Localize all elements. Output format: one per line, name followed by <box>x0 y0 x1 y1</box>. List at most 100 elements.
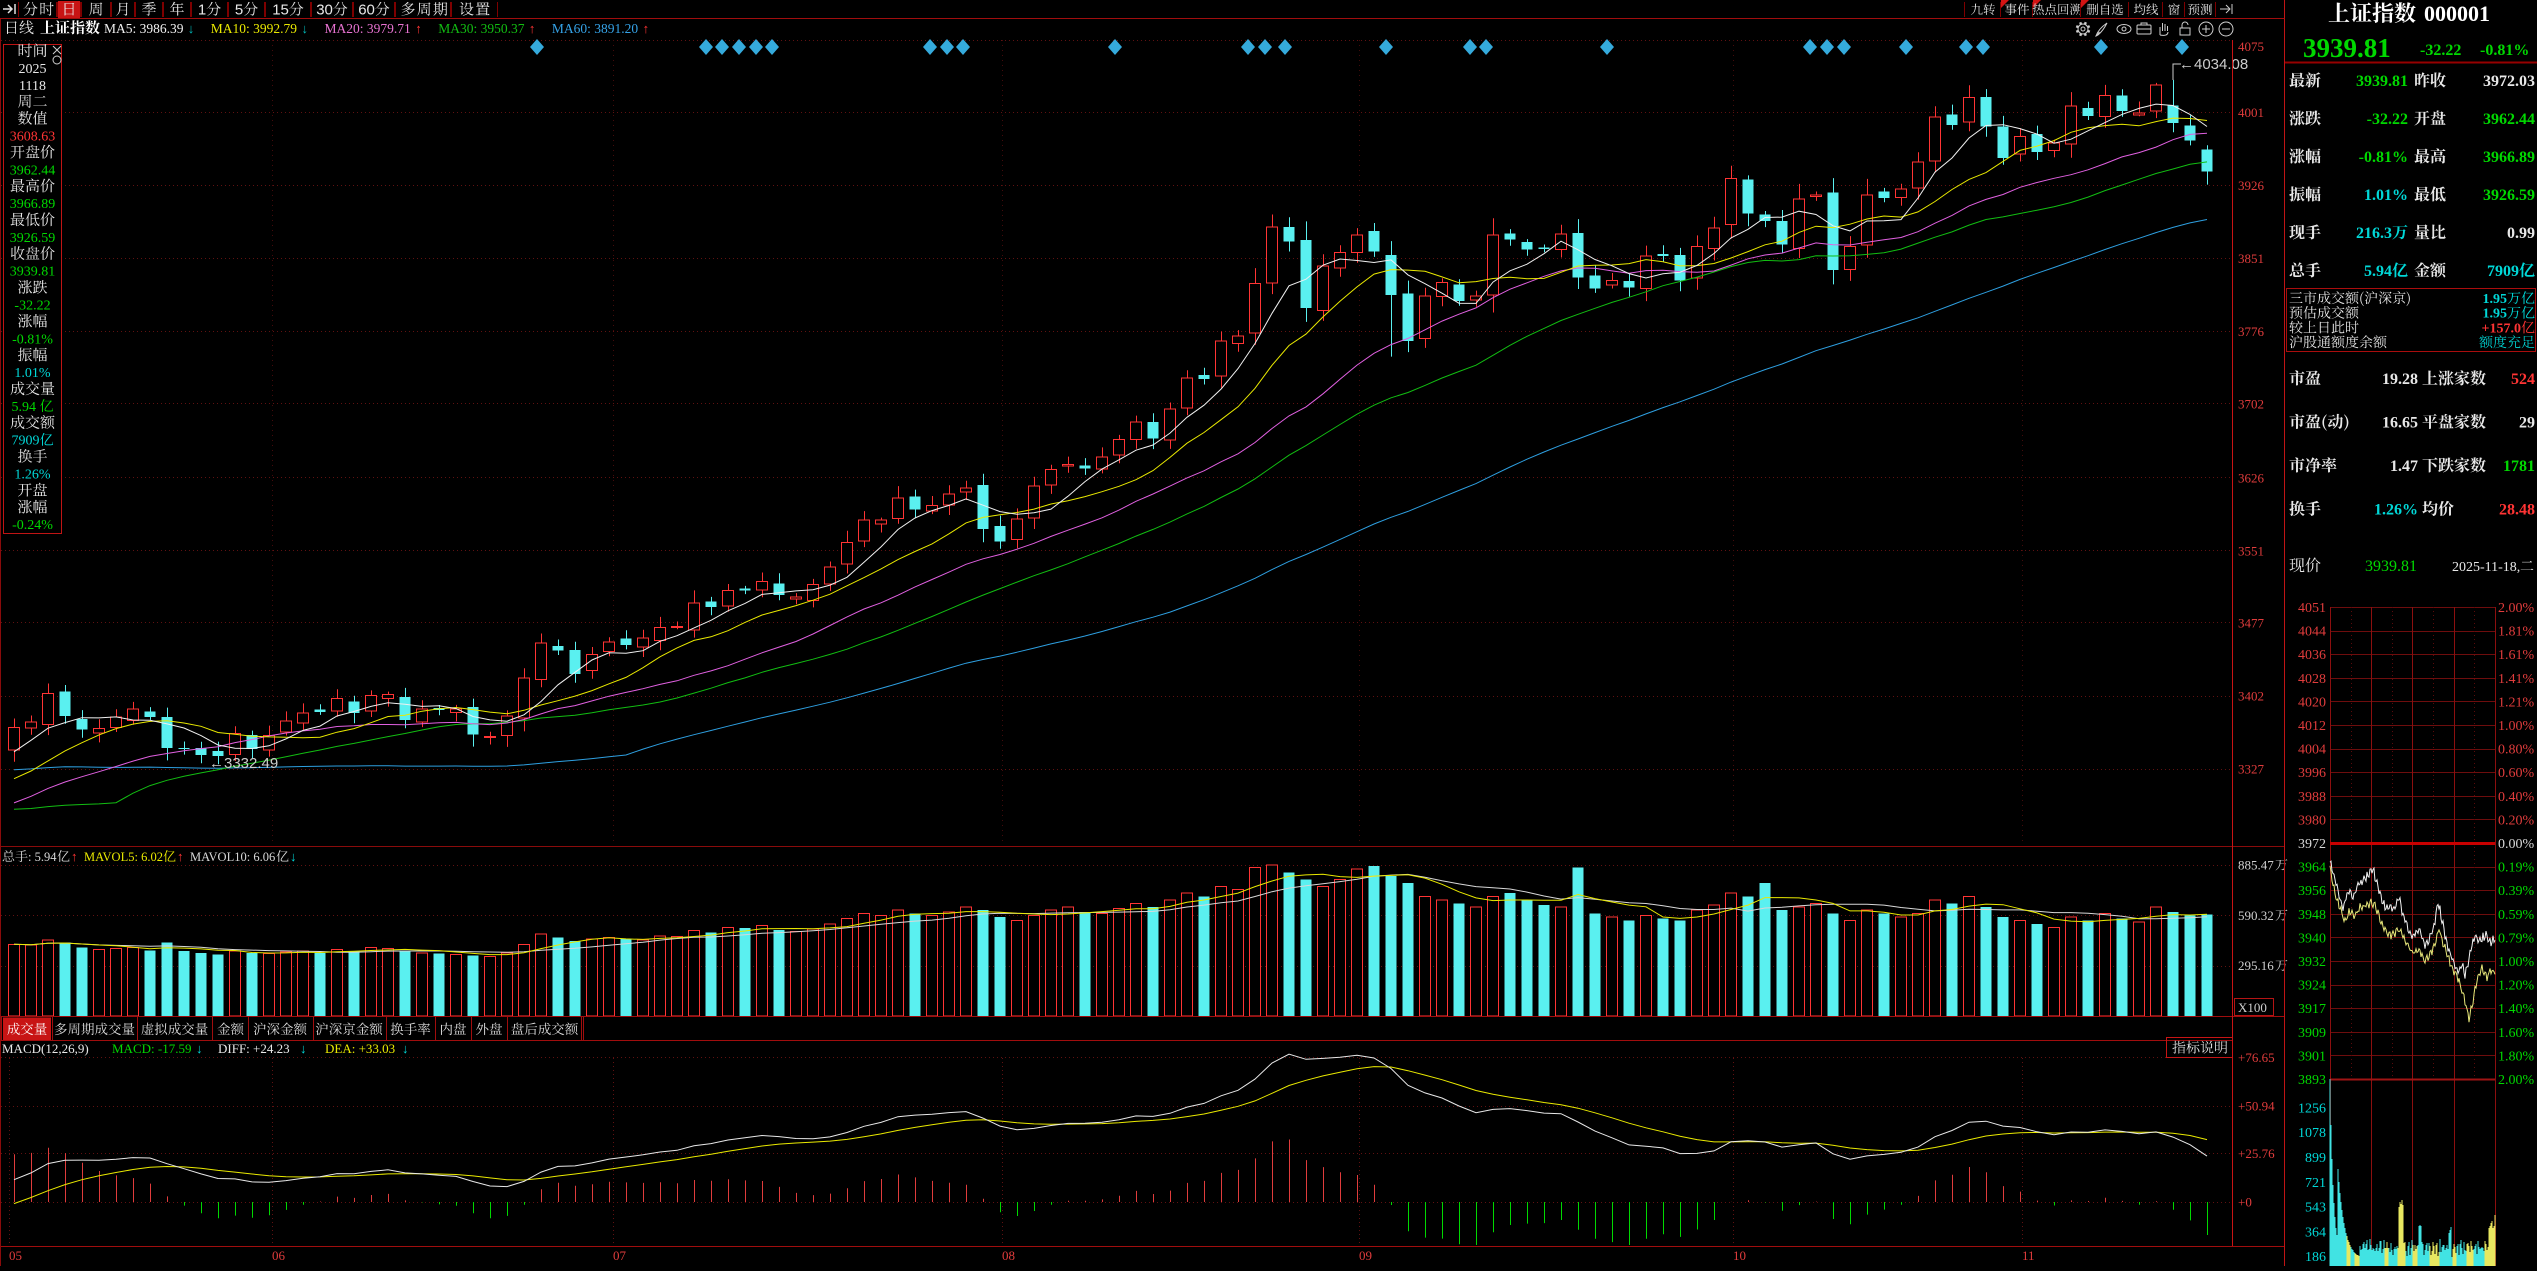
svg-text:15: 15 <box>272 2 289 19</box>
svg-text:3851: 3851 <box>2238 251 2264 266</box>
svg-text:1.95: 1.95 <box>2483 307 2508 322</box>
svg-text:4075: 4075 <box>2238 39 2264 54</box>
svg-text:+25.76: +25.76 <box>2238 1146 2275 1161</box>
svg-text:3402: 3402 <box>2238 689 2264 704</box>
svg-text:07: 07 <box>613 1248 627 1263</box>
svg-text:MA20: 3979.71: MA20: 3979.71 <box>325 21 411 36</box>
svg-text:543: 543 <box>2305 1201 2326 1216</box>
svg-text:216.3: 216.3 <box>2356 225 2392 242</box>
svg-text:1078: 1078 <box>2298 1126 2326 1141</box>
svg-text:↓: ↓ <box>188 21 195 36</box>
svg-text:000001: 000001 <box>2424 1 2490 26</box>
svg-text:2025-11-18,: 2025-11-18, <box>2452 560 2520 575</box>
svg-text:↓: ↓ <box>402 1041 409 1056</box>
svg-text:3939.81: 3939.81 <box>2303 33 2391 63</box>
svg-text:1118: 1118 <box>19 79 46 94</box>
svg-text:+76.65: +76.65 <box>2238 1050 2275 1065</box>
svg-text:885.47: 885.47 <box>2238 857 2274 872</box>
svg-text:3966.89: 3966.89 <box>2483 149 2535 166</box>
svg-text:1.81%: 1.81% <box>2498 625 2535 640</box>
svg-text:3702: 3702 <box>2238 396 2264 411</box>
svg-text:0.39%: 0.39% <box>2498 884 2535 899</box>
svg-text:5: 5 <box>235 2 243 19</box>
svg-text:5.94: 5.94 <box>12 400 37 415</box>
svg-text:3551: 3551 <box>2238 543 2264 558</box>
svg-text:MA10: 3992.79: MA10: 3992.79 <box>211 21 298 36</box>
svg-text:↑: ↑ <box>177 849 184 864</box>
svg-text:DIFF: +24.23: DIFF: +24.23 <box>218 1041 290 1056</box>
svg-text:1.95: 1.95 <box>2483 292 2508 307</box>
svg-text:3966.89: 3966.89 <box>10 197 56 212</box>
svg-text:3327: 3327 <box>2238 762 2265 777</box>
svg-text:-0.81%: -0.81% <box>2480 42 2529 59</box>
svg-text:08: 08 <box>1002 1248 1015 1263</box>
svg-text:590.32: 590.32 <box>2238 908 2274 923</box>
svg-text:1.80%: 1.80% <box>2498 1049 2535 1064</box>
svg-text:295.16: 295.16 <box>2238 958 2274 973</box>
svg-text:7909: 7909 <box>2487 263 2519 280</box>
svg-text:-32.22: -32.22 <box>2420 42 2461 59</box>
svg-text:721: 721 <box>2305 1176 2326 1191</box>
svg-text:1.00%: 1.00% <box>2498 719 2535 734</box>
svg-text:4028: 4028 <box>2298 672 2326 687</box>
svg-text:3626: 3626 <box>2238 470 2265 485</box>
svg-text:3988: 3988 <box>2298 790 2326 805</box>
svg-text:+50.94: +50.94 <box>2238 1098 2275 1113</box>
svg-text:↑: ↑ <box>415 21 422 36</box>
svg-text:2.00%: 2.00% <box>2498 601 2535 616</box>
svg-text:3948: 3948 <box>2298 908 2326 923</box>
svg-text:MAVOL10: 6.06: MAVOL10: 6.06 <box>190 850 275 864</box>
svg-text:-32.22: -32.22 <box>2367 111 2408 128</box>
svg-text:-32.22: -32.22 <box>14 299 50 314</box>
svg-text:3980: 3980 <box>2298 813 2326 828</box>
svg-text:2.00%: 2.00% <box>2498 1073 2535 1088</box>
svg-text:3962.44: 3962.44 <box>2483 111 2535 128</box>
svg-text:30: 30 <box>316 2 333 19</box>
svg-text:4004: 4004 <box>2298 743 2326 758</box>
svg-text:3939.81: 3939.81 <box>10 265 56 280</box>
svg-text:0.19%: 0.19% <box>2498 861 2535 876</box>
svg-text:3477: 3477 <box>2238 615 2265 630</box>
svg-text:7909: 7909 <box>12 434 40 449</box>
svg-text:-0.81%: -0.81% <box>2359 149 2408 166</box>
svg-text:1.26%: 1.26% <box>2374 502 2418 519</box>
svg-text:1: 1 <box>198 2 206 19</box>
svg-text:364: 364 <box>2305 1225 2326 1240</box>
svg-text:3996: 3996 <box>2298 766 2326 781</box>
svg-text:1.00%: 1.00% <box>2498 955 2535 970</box>
svg-text:09: 09 <box>1359 1248 1372 1263</box>
svg-text:19.28: 19.28 <box>2382 371 2418 388</box>
svg-text:3901: 3901 <box>2298 1049 2326 1064</box>
svg-text:-0.81%: -0.81% <box>12 332 53 347</box>
svg-text:4012: 4012 <box>2298 719 2326 734</box>
svg-text:↓: ↓ <box>290 849 297 864</box>
svg-text:3972: 3972 <box>2298 837 2326 852</box>
svg-text:↓: ↓ <box>300 1041 307 1056</box>
svg-text:↑: ↑ <box>643 21 650 36</box>
svg-text:DEA: +33.03: DEA: +33.03 <box>325 1041 395 1056</box>
svg-text:3924: 3924 <box>2298 979 2326 994</box>
svg-text:3909: 3909 <box>2298 1026 2326 1041</box>
svg-text:MACD: -17.59: MACD: -17.59 <box>112 1041 191 1056</box>
svg-text:: 5.94: : 5.94 <box>28 850 57 864</box>
svg-text:3917: 3917 <box>2298 1002 2326 1017</box>
svg-text:-0.24%: -0.24% <box>12 518 53 533</box>
svg-text:0.60%: 0.60% <box>2498 766 2535 781</box>
svg-text:11: 11 <box>2022 1248 2035 1263</box>
svg-text:MAVOL5: 6.02: MAVOL5: 6.02 <box>84 850 163 864</box>
svg-text:1.26%: 1.26% <box>14 468 51 483</box>
svg-text:186: 186 <box>2305 1250 2326 1265</box>
svg-text:60: 60 <box>358 2 375 19</box>
svg-text:4051: 4051 <box>2298 601 2326 616</box>
svg-text:1.21%: 1.21% <box>2498 695 2535 710</box>
svg-text:←3332.49: ←3332.49 <box>209 755 278 772</box>
svg-text:28.48: 28.48 <box>2499 502 2535 519</box>
svg-text:4001: 4001 <box>2238 105 2264 120</box>
svg-text:4044: 4044 <box>2298 625 2326 640</box>
svg-text:MA60: 3891.20: MA60: 3891.20 <box>552 21 639 36</box>
svg-text:2025: 2025 <box>19 62 47 77</box>
svg-text:1.01%: 1.01% <box>14 366 51 381</box>
svg-text:MACD(12,26,9): MACD(12,26,9) <box>2 1041 89 1056</box>
svg-text:29: 29 <box>2519 415 2535 432</box>
svg-text:3608.63: 3608.63 <box>10 130 56 145</box>
